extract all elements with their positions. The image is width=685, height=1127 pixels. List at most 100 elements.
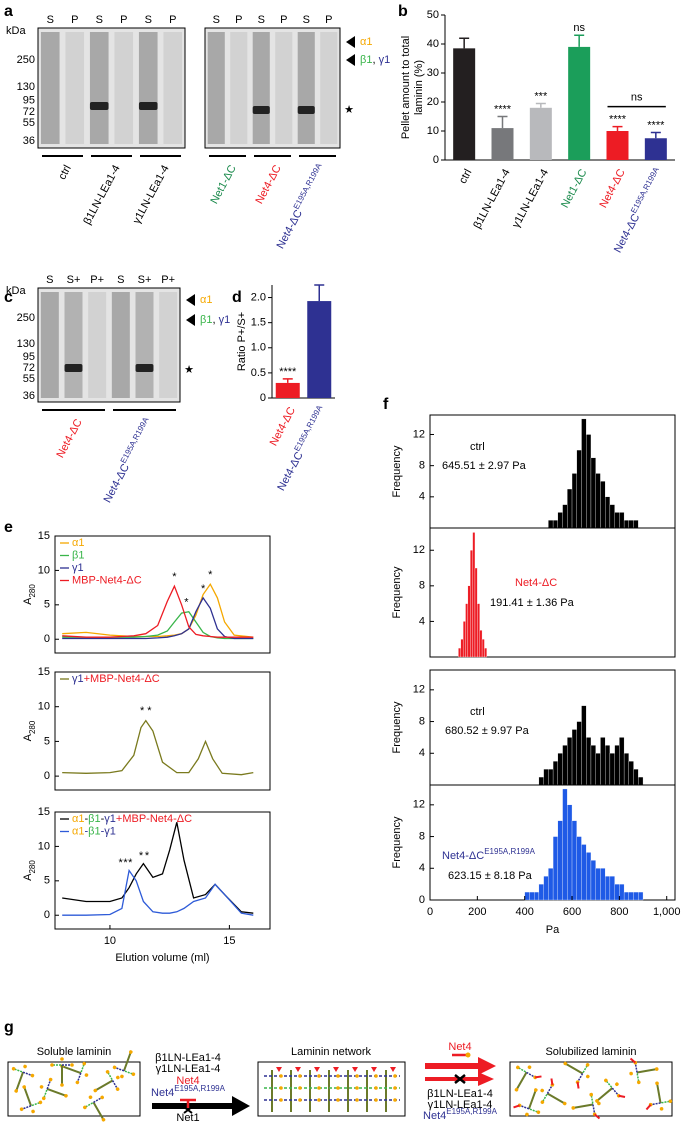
arm (634, 1063, 638, 1073)
text-run: +MBP-Net4-ΔC (116, 813, 192, 825)
hist-bar (524, 891, 530, 901)
y-tick-label: 30 (427, 67, 439, 79)
domain (23, 1064, 27, 1069)
peak-star: * (140, 705, 145, 717)
laminin (571, 1092, 601, 1120)
domain (131, 1072, 136, 1077)
trace (62, 584, 254, 638)
net4 (594, 1113, 601, 1120)
y-tick-label: 12 (413, 428, 425, 440)
arm (542, 1093, 549, 1102)
hist-bar (614, 745, 620, 786)
lane (111, 292, 130, 398)
lane-label: P+ (90, 274, 104, 286)
peak-star: * (208, 569, 213, 581)
y-tick-label: 2.0 (251, 291, 266, 303)
domain (374, 1098, 378, 1102)
text-run: Net4 (151, 1087, 174, 1099)
hist-bar (465, 603, 469, 658)
lane (64, 292, 83, 398)
band-mark: ★ (344, 104, 354, 116)
lane (230, 32, 248, 144)
y-label: Pellet amount to totallaminin (%) (400, 36, 425, 139)
domain (84, 1073, 89, 1077)
arm (660, 1100, 670, 1104)
domain (654, 1067, 659, 1071)
y-tick-label: 0 (419, 894, 425, 906)
trace (62, 582, 254, 638)
lane (163, 32, 183, 144)
hist-bar (581, 705, 587, 786)
hist-bar (571, 820, 577, 901)
text-run: ctrl (457, 167, 474, 186)
arm (518, 1067, 527, 1074)
hist-bar (538, 776, 544, 786)
hist-bar (562, 788, 568, 901)
box (257, 1061, 406, 1117)
bar (568, 46, 591, 160)
x-tick-label: 200 (468, 906, 486, 918)
lane (40, 292, 59, 398)
laminin (595, 1078, 626, 1103)
panel-label: f (383, 396, 389, 413)
peak-star: * (145, 850, 150, 862)
hist-bar (543, 768, 549, 786)
y-tick-label: 8 (419, 715, 425, 727)
text-run: ctrl (470, 441, 485, 453)
hist-bar (472, 532, 476, 658)
hist-bar (529, 891, 535, 901)
hist-bar (628, 520, 634, 529)
hist-bar (557, 820, 563, 901)
text-run: Net4-ΔC (275, 450, 305, 493)
y-tick-label: 12 (413, 799, 425, 811)
lane-label: S+ (138, 274, 152, 286)
laminin (83, 1095, 106, 1122)
net4 (550, 1078, 554, 1085)
panel-label: b (398, 3, 408, 20)
domain (534, 1088, 538, 1092)
domain (629, 1071, 633, 1076)
laminin (513, 1088, 541, 1117)
text-run: Net4-ΔC (54, 417, 84, 460)
domain (70, 1063, 74, 1067)
arm (46, 1088, 66, 1097)
domain (374, 1086, 378, 1090)
domain (298, 1074, 302, 1078)
domain (668, 1099, 673, 1104)
arrowhead (346, 54, 355, 66)
text-run: ctrl (470, 706, 485, 718)
domain (41, 1096, 46, 1101)
domain (393, 1074, 397, 1078)
error-bar (574, 34, 585, 47)
x-tick-label: 600 (563, 906, 581, 918)
arm (46, 1080, 51, 1090)
hist-bar (458, 647, 461, 658)
arm (565, 1063, 584, 1075)
text-run: Net4 (423, 1110, 446, 1122)
arrowhead (186, 294, 195, 306)
gel (37, 287, 181, 403)
text-run: Net4-ΔC (612, 212, 642, 255)
hist-bar (614, 883, 620, 901)
y-tick-label: 0 (260, 392, 266, 404)
text-run: -γ1 (101, 825, 116, 837)
net4 (576, 1082, 580, 1089)
domain (336, 1086, 340, 1090)
bar (453, 48, 476, 160)
domain (82, 1061, 87, 1066)
domain (563, 1061, 568, 1066)
text-run: β1 (88, 825, 100, 837)
arm (43, 1088, 48, 1098)
hist-bar (628, 761, 634, 786)
bar (606, 131, 629, 160)
lane-label: P (169, 14, 176, 26)
legend-label: α1-β1-γ1 (72, 825, 116, 837)
group-label: Net1-ΔC (208, 163, 238, 206)
text-run: 280 (28, 720, 37, 734)
text-run: γ1LN-LEa1-4 (510, 167, 551, 230)
marker-label: β1, γ1 (200, 314, 230, 326)
condition-label: Net4 (176, 1075, 199, 1087)
arm (92, 1101, 104, 1120)
mw-label: 130 (17, 338, 35, 350)
peak-star: * (147, 705, 152, 717)
